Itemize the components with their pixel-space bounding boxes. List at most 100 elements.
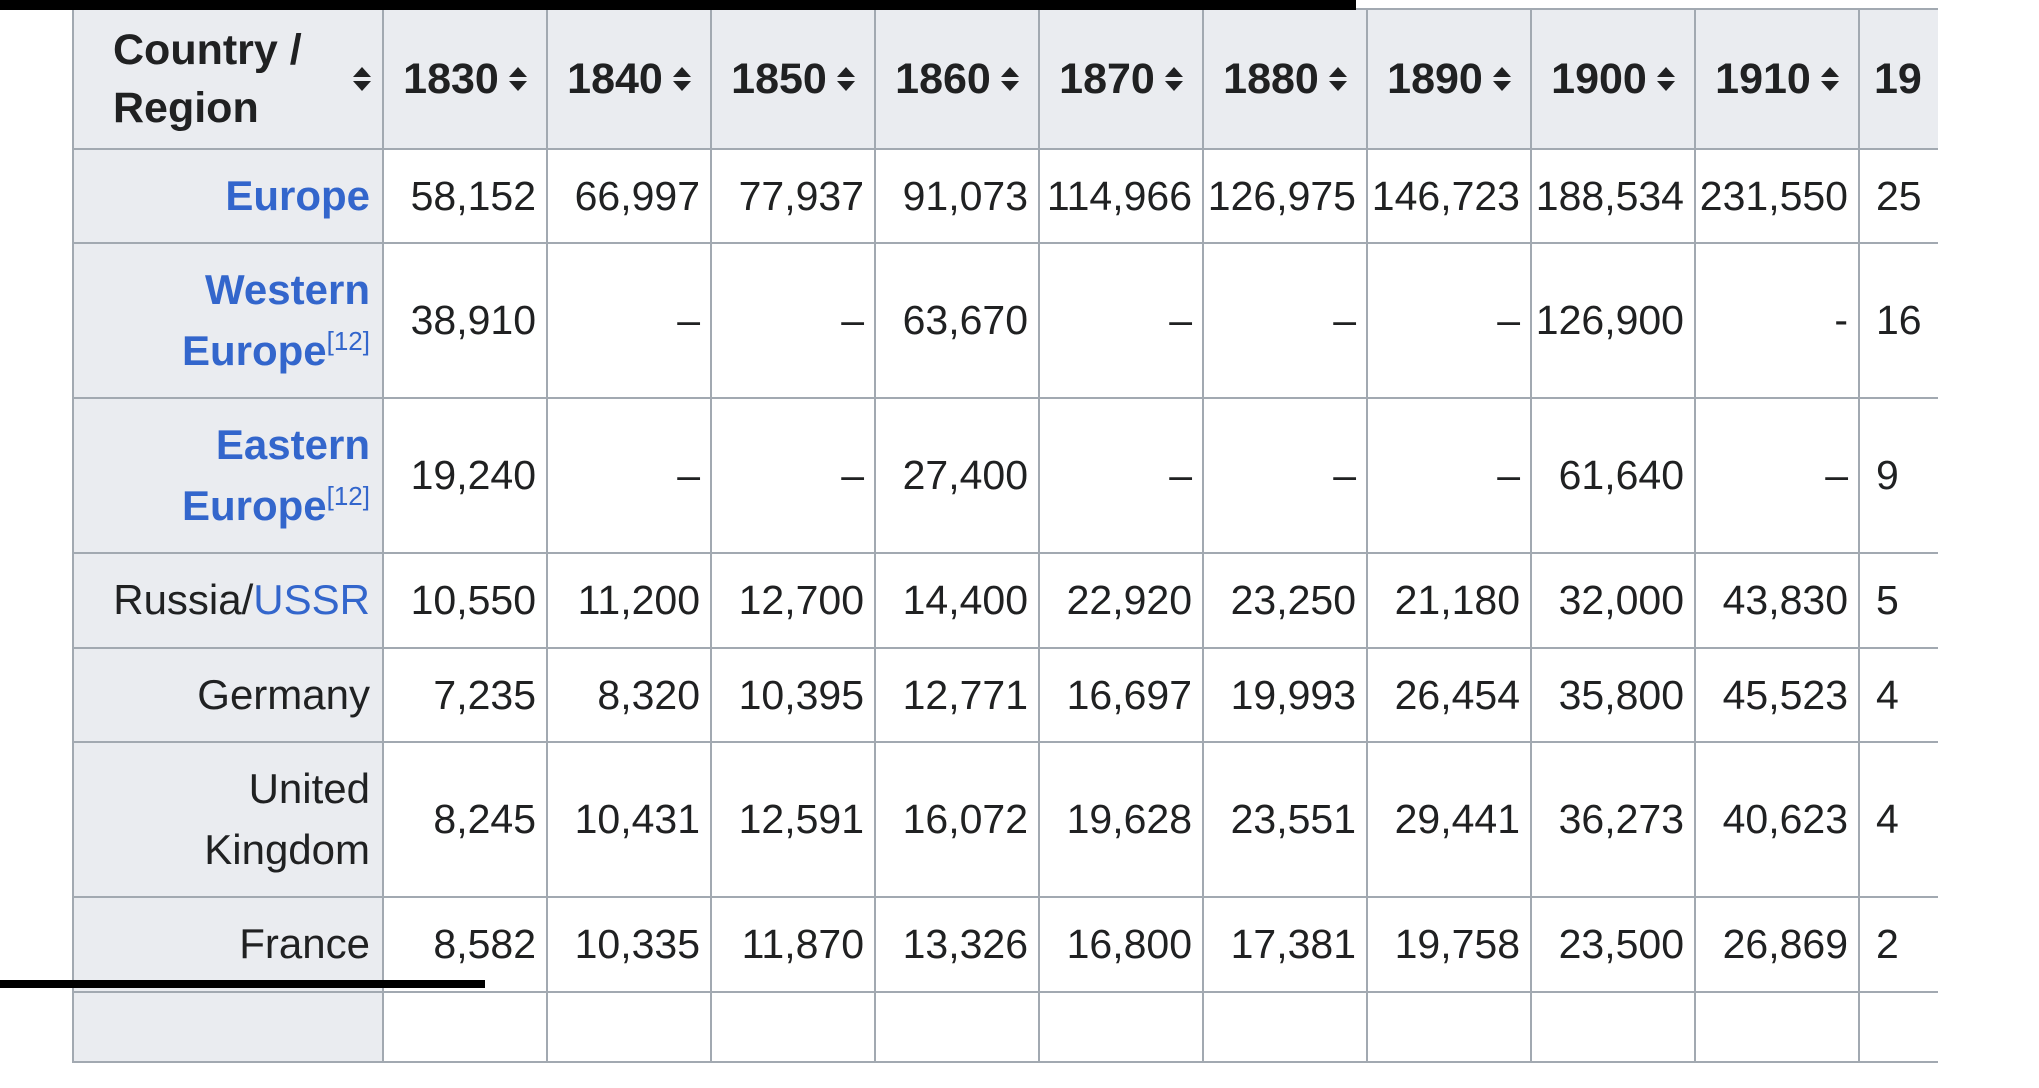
sort-icon[interactable] xyxy=(1000,66,1019,91)
header-year-label: 1880 xyxy=(1223,54,1319,103)
cell-russia-ussr-19: 5 xyxy=(1858,552,1938,649)
cell-partial-1910 xyxy=(1694,990,1860,1063)
row-header-western-europe: Western Europe[12] xyxy=(72,242,384,400)
sort-icon[interactable] xyxy=(1656,66,1675,91)
header-year-inner: 1900 xyxy=(1551,50,1675,108)
cell-eastern-europe-1860: 27,400 xyxy=(874,397,1040,555)
cell-partial-1890 xyxy=(1366,990,1532,1063)
cell-united-kingdom-1890: 29,441 xyxy=(1366,741,1532,899)
sort-down-triangle-icon xyxy=(672,80,691,91)
cell-france-19: 2 xyxy=(1858,896,1938,993)
link-western-europe[interactable]: Western Europe xyxy=(181,266,370,374)
header-year-inner: 1880 xyxy=(1223,50,1347,108)
table-row-europe: Europe 58,152 66,997 77,937 91,073 114,966 126… xyxy=(72,147,1938,245)
sort-icon[interactable] xyxy=(1492,66,1511,91)
sort-up-triangle-icon xyxy=(1656,66,1675,77)
cell-germany-19: 4 xyxy=(1858,646,1938,744)
header-year-1870[interactable]: 1870 xyxy=(1038,8,1204,150)
cell-europe-1830: 58,152 xyxy=(382,147,548,245)
cell-russia-ussr-1850: 12,700 xyxy=(710,552,876,649)
cell-united-kingdom-1850: 12,591 xyxy=(710,741,876,899)
cell-france-1900: 23,500 xyxy=(1530,896,1696,993)
link-europe[interactable]: Europe xyxy=(225,172,370,219)
cell-western-europe-1860: 63,670 xyxy=(874,242,1040,400)
bottom-divider-bar xyxy=(0,980,485,988)
cell-eastern-europe-1840: – xyxy=(546,397,712,555)
country-text: Germany xyxy=(197,670,370,718)
header-year-label: 1850 xyxy=(731,54,827,103)
header-year-19[interactable]: 19 xyxy=(1858,8,1938,150)
table-row-united-kingdom: United Kingdom 8,245 10,431 12,591 16,072 19,… xyxy=(72,741,1938,899)
row-header-united-kingdom: United Kingdom xyxy=(72,741,384,899)
header-year-1900[interactable]: 1900 xyxy=(1530,8,1696,150)
cell-partial-1870 xyxy=(1038,990,1204,1063)
sort-icon[interactable] xyxy=(1164,66,1183,91)
sort-down-triangle-icon xyxy=(1492,80,1511,91)
sort-down-triangle-icon xyxy=(508,80,527,91)
header-year-1880[interactable]: 1880 xyxy=(1202,8,1368,150)
cell-united-kingdom-1860: 16,072 xyxy=(874,741,1040,899)
cell-germany-1880: 19,993 xyxy=(1202,646,1368,744)
link-ussr[interactable]: USSR xyxy=(253,576,370,624)
cell-western-europe-1890: – xyxy=(1366,242,1532,400)
sort-icon[interactable] xyxy=(1820,66,1839,91)
cell-europe-1900: 188,534 xyxy=(1530,147,1696,245)
cell-russia-ussr-1860: 14,400 xyxy=(874,552,1040,649)
header-country-region[interactable]: Country / Region xyxy=(72,8,384,150)
cell-partial-1840 xyxy=(546,990,712,1063)
table-viewport[interactable]: Country / Region 1830 1840 1850 1860 1870 188… xyxy=(72,8,1938,1088)
header-year-1910[interactable]: 1910 xyxy=(1694,8,1860,150)
cell-eastern-europe-1880: – xyxy=(1202,397,1368,555)
cell-france-1910: 26,869 xyxy=(1694,896,1860,993)
cell-europe-1840: 66,997 xyxy=(546,147,712,245)
sort-up-triangle-icon xyxy=(836,66,855,77)
reference-link[interactable]: [12] xyxy=(326,325,370,356)
cell-eastern-europe-1830: 19,240 xyxy=(382,397,548,555)
header-year-1840[interactable]: 1840 xyxy=(546,8,712,150)
link-eastern-europe[interactable]: Eastern Europe xyxy=(181,421,370,529)
cell-france-1870: 16,800 xyxy=(1038,896,1204,993)
cell-germany-1890: 26,454 xyxy=(1366,646,1532,744)
cell-germany-1830: 7,235 xyxy=(382,646,548,744)
sort-down-triangle-icon xyxy=(1328,80,1347,91)
sort-icon[interactable] xyxy=(672,66,691,91)
historical-data-table: Country / Region 1830 1840 1850 1860 1870 188… xyxy=(72,8,1938,1063)
cell-united-kingdom-1840: 10,431 xyxy=(546,741,712,899)
sort-icon[interactable] xyxy=(836,66,855,91)
reference-link[interactable]: [12] xyxy=(326,480,370,511)
header-row: Country / Region 1830 1840 1850 1860 1870 188… xyxy=(72,8,1938,150)
cell-partial-1860 xyxy=(874,990,1040,1063)
table-row-partial xyxy=(72,990,1938,1063)
cell-united-kingdom-1880: 23,551 xyxy=(1202,741,1368,899)
header-year-label: 1900 xyxy=(1551,54,1647,103)
cell-western-europe-1910: - xyxy=(1694,242,1860,400)
header-year-1890[interactable]: 1890 xyxy=(1366,8,1532,150)
header-year-inner: 1910 xyxy=(1715,50,1839,108)
table-row-germany: Germany 7,235 8,320 10,395 12,771 16,697 19,99… xyxy=(72,646,1938,744)
cell-russia-ussr-1900: 32,000 xyxy=(1530,552,1696,649)
header-year-inner: 19 xyxy=(1874,50,1922,108)
sort-down-triangle-icon xyxy=(1820,80,1839,91)
header-year-1830[interactable]: 1830 xyxy=(382,8,548,150)
sort-icon[interactable] xyxy=(353,67,371,91)
sort-icon[interactable] xyxy=(508,66,527,91)
cell-france-1850: 11,870 xyxy=(710,896,876,993)
row-header-russia-ussr: Russia/USSR xyxy=(72,552,384,649)
country-text: United Kingdom xyxy=(204,765,370,873)
header-year-inner: 1870 xyxy=(1059,50,1183,108)
table-row-western-europe: Western Europe[12] 38,910– –63,670– – –126,9… xyxy=(72,242,1938,400)
row-header-partial xyxy=(72,990,384,1063)
cell-western-europe-1880: – xyxy=(1202,242,1368,400)
cell-western-europe-1850: – xyxy=(710,242,876,400)
cell-eastern-europe-1910: – xyxy=(1694,397,1860,555)
sort-icon[interactable] xyxy=(1328,66,1347,91)
cell-partial-1850 xyxy=(710,990,876,1063)
header-year-1850[interactable]: 1850 xyxy=(710,8,876,150)
cell-partial-1830 xyxy=(382,990,548,1063)
cell-eastern-europe-1850: – xyxy=(710,397,876,555)
header-year-1860[interactable]: 1860 xyxy=(874,8,1040,150)
cell-russia-ussr-1880: 23,250 xyxy=(1202,552,1368,649)
cell-germany-1860: 12,771 xyxy=(874,646,1040,744)
row-header-france: France xyxy=(72,896,384,993)
cell-united-kingdom-1900: 36,273 xyxy=(1530,741,1696,899)
